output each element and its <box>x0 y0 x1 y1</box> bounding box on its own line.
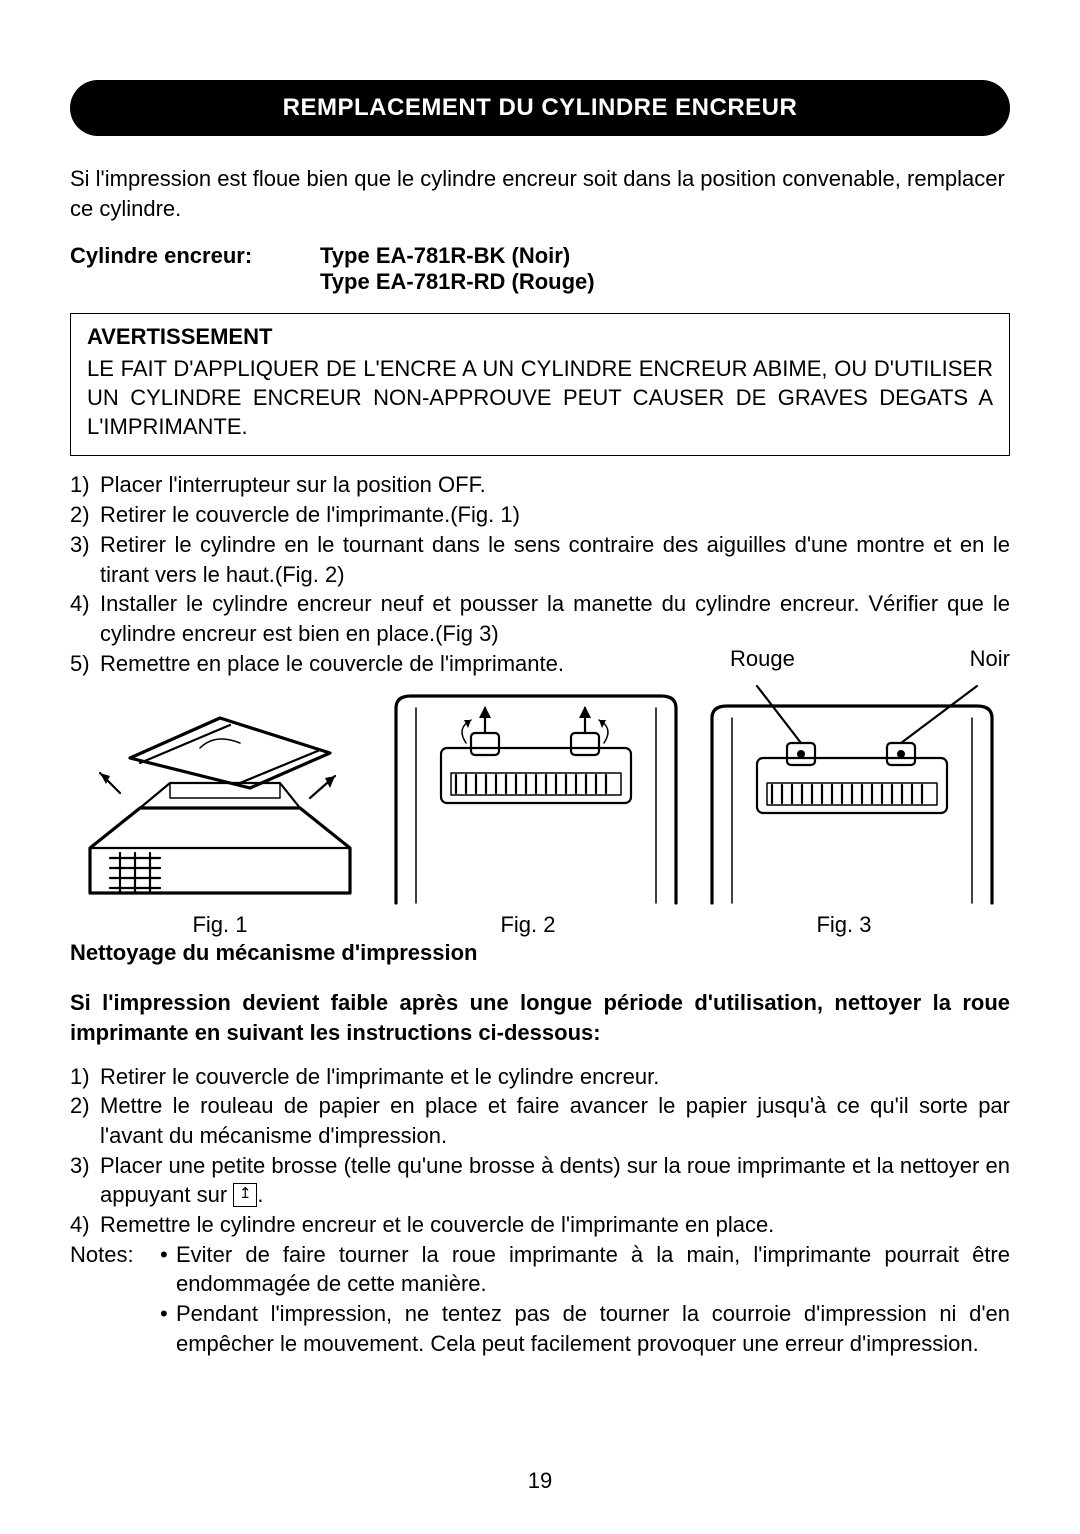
bullet-icon: • <box>160 1299 176 1358</box>
page: REMPLACEMENT DU CYLINDRE ENCREUR Si l'im… <box>0 0 1080 1534</box>
step-number: 3) <box>70 1151 100 1210</box>
notes: Notes: • Eviter de faire tourner la roue… <box>70 1240 1010 1359</box>
notes-body: • Eviter de faire tourner la roue imprim… <box>160 1240 1010 1359</box>
step-3: 3) Retirer le cylindre en le tournant da… <box>70 530 1010 589</box>
warning-heading: AVERTISSEMENT <box>87 324 993 350</box>
step3-post: . <box>257 1182 263 1207</box>
step-number: 1) <box>70 1062 100 1092</box>
clean-step-4: 4) Remettre le cylindre encreur et le co… <box>70 1210 1010 1240</box>
intro-paragraph: Si l'impression est floue bien que le cy… <box>70 164 1010 223</box>
step-text: Retirer le couvercle de l'imprimante.(Fi… <box>100 500 1010 530</box>
notes-label: Notes: <box>70 1240 160 1359</box>
rouge-label: Rouge <box>730 646 930 672</box>
feed-button-icon: ↥ <box>233 1183 257 1207</box>
noir-label: Noir <box>930 646 1010 672</box>
spec-values: Type EA-781R-BK (Noir) Type EA-781R-RD (… <box>320 243 595 295</box>
note-text: Eviter de faire tourner la roue impriman… <box>176 1240 1010 1299</box>
step-text: Placer l'interrupteur sur la position OF… <box>100 470 1010 500</box>
step-text: Retirer le cylindre en le tournant dans … <box>100 530 1010 589</box>
spec-type-black: Type EA-781R-BK (Noir) <box>320 243 595 269</box>
step-number: 4) <box>70 589 100 648</box>
cleaning-intro: Si l'impression devient faible après une… <box>70 988 1010 1047</box>
color-labels: Rouge Noir <box>70 646 1010 672</box>
step-text: Remettre le cylindre encreur et le couve… <box>100 1210 1010 1240</box>
figure-2-illustration <box>386 678 686 908</box>
figures-row <box>70 678 1010 908</box>
clean-step-2: 2) Mettre le rouleau de papier en place … <box>70 1091 1010 1150</box>
ink-roller-spec: Cylindre encreur: Type EA-781R-BK (Noir)… <box>70 243 1010 295</box>
cleaning-steps: 1) Retirer le couvercle de l'imprimante … <box>70 1062 1010 1359</box>
step-text: Placer une petite brosse (telle qu'une b… <box>100 1151 1010 1210</box>
note-text: Pendant l'impression, ne tentez pas de t… <box>176 1299 1010 1358</box>
warning-box: AVERTISSEMENT LE FAIT D'APPLIQUER DE L'E… <box>70 313 1010 456</box>
step-number: 4) <box>70 1210 100 1240</box>
page-number: 19 <box>0 1468 1080 1494</box>
note-1: • Eviter de faire tourner la roue imprim… <box>160 1240 1010 1299</box>
fig3-caption: Fig. 3 <box>686 912 1002 938</box>
step-1: 1) Placer l'interrupteur sur la position… <box>70 470 1010 500</box>
step-4: 4) Installer le cylindre encreur neuf et… <box>70 589 1010 648</box>
step-number: 2) <box>70 500 100 530</box>
clean-step-3: 3) Placer une petite brosse (telle qu'un… <box>70 1151 1010 1210</box>
step-text: Retirer le couvercle de l'imprimante et … <box>100 1062 1010 1092</box>
step-text: Installer le cylindre encreur neuf et po… <box>100 589 1010 648</box>
bullet-icon: • <box>160 1240 176 1299</box>
warning-body: LE FAIT D'APPLIQUER DE L'ENCRE A UN CYLI… <box>87 354 993 441</box>
fig2-caption: Fig. 2 <box>370 912 686 938</box>
step-text: Mettre le rouleau de papier en place et … <box>100 1091 1010 1150</box>
note-2: • Pendant l'impression, ne tentez pas de… <box>160 1299 1010 1358</box>
step-number: 3) <box>70 530 100 589</box>
figure-captions: Fig. 1 Fig. 2 Fig. 3 <box>70 912 1010 938</box>
step-number: 2) <box>70 1091 100 1150</box>
figure-3-illustration <box>702 678 1002 908</box>
cleaning-heading: Nettoyage du mécanisme d'impression <box>70 940 1010 966</box>
step-number: 1) <box>70 470 100 500</box>
fig1-caption: Fig. 1 <box>70 912 370 938</box>
clean-step-1: 1) Retirer le couvercle de l'imprimante … <box>70 1062 1010 1092</box>
spec-label: Cylindre encreur: <box>70 243 320 295</box>
step-2: 2) Retirer le couvercle de l'imprimante.… <box>70 500 1010 530</box>
figure-1-illustration <box>70 698 370 908</box>
spec-type-red: Type EA-781R-RD (Rouge) <box>320 269 595 295</box>
section-title: REMPLACEMENT DU CYLINDRE ENCREUR <box>70 80 1010 136</box>
